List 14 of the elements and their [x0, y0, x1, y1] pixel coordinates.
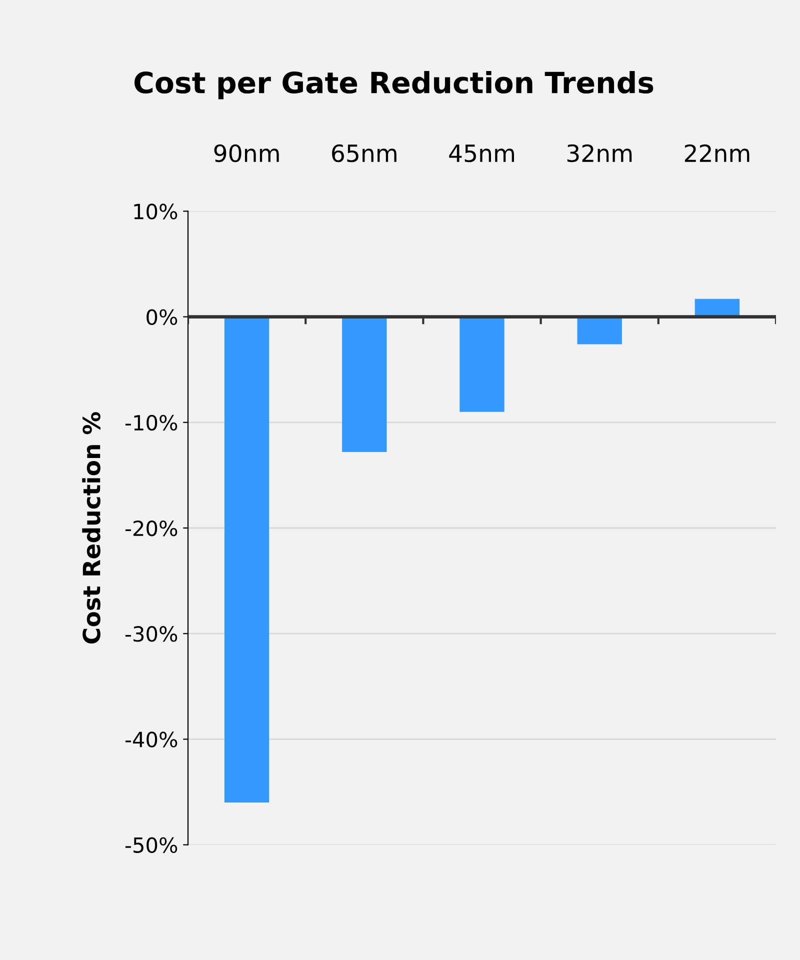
x-tick-label: 90nm: [214, 144, 279, 162]
y-tick-label: -40%: [125, 732, 178, 748]
x-tick-label: 45nm: [449, 144, 514, 162]
y-tick-label: -20%: [125, 520, 178, 536]
y-tick-label: 10%: [134, 204, 178, 220]
y-tick-label: -50%: [125, 837, 178, 854]
chart-title: Cost per Gate Reduction Trends: [134, 70, 654, 100]
y-axis-title: Cost Reduction %: [82, 412, 100, 644]
x-tick-label: 65nm: [332, 144, 396, 162]
x-tick-label: 22nm: [684, 144, 750, 162]
y-tick-label: -30%: [125, 626, 178, 642]
y-tick-label: -10%: [125, 414, 178, 431]
x-tick-label: 32nm: [567, 144, 632, 162]
y-tick-label: 0%: [146, 309, 178, 326]
